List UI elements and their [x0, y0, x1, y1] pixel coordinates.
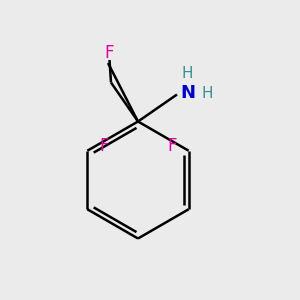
Text: F: F [99, 137, 109, 155]
Text: H: H [201, 85, 213, 100]
Text: F: F [105, 44, 114, 62]
Text: N: N [180, 84, 195, 102]
Text: F: F [167, 137, 177, 155]
Text: H: H [182, 66, 193, 81]
